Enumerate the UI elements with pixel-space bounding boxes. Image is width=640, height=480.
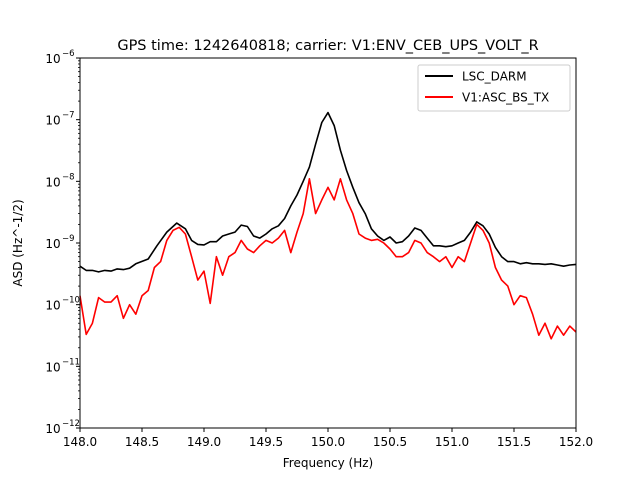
y-tick-label: 10 xyxy=(45,299,60,313)
series-line-v1-asc-bs-tx xyxy=(79,178,577,340)
x-axis: 148.0 148.5 149.0 149.5 150.0 150.5 151.0 151.5… xyxy=(63,428,593,449)
y-tick-label: 10 xyxy=(45,52,60,66)
x-tick-label: 151.5 xyxy=(497,435,531,449)
x-tick-label: 148.5 xyxy=(125,435,159,449)
y-tick-label: 10 xyxy=(45,360,60,374)
x-tick-label: 149.5 xyxy=(249,435,283,449)
y-tick-exponent: −10 xyxy=(62,296,80,306)
x-tick-label: 151.0 xyxy=(435,435,469,449)
y-tick-exponent: −7 xyxy=(62,111,75,121)
y-tick-exponent: −12 xyxy=(62,419,80,429)
legend-label-lsc-darm: LSC_DARM xyxy=(462,70,527,84)
x-tick-label: 148.0 xyxy=(63,435,97,449)
y-axis-label: ASD (Hz^-1/2) xyxy=(11,199,25,286)
chart-title: GPS time: 1242640818; carrier: V1:ENV_CE… xyxy=(117,38,538,54)
y-tick-exponent: −11 xyxy=(62,357,80,367)
x-axis-label: Frequency (Hz) xyxy=(283,456,374,470)
x-tick-label: 149.0 xyxy=(187,435,221,449)
plot-area xyxy=(79,111,577,340)
x-tick-label: 152.0 xyxy=(559,435,593,449)
x-tick-label: 150.5 xyxy=(373,435,407,449)
y-tick-label: 10 xyxy=(45,422,60,436)
y-tick-label: 10 xyxy=(45,114,60,128)
legend-box xyxy=(417,64,571,112)
y-tick-exponent: −8 xyxy=(62,172,75,182)
y-tick-label: 10 xyxy=(45,175,60,189)
legend-label-v1-asc-bs-tx: V1:ASC_BS_TX xyxy=(462,91,549,105)
y-tick-exponent: −6 xyxy=(62,49,75,59)
y-tick-exponent: −9 xyxy=(62,234,75,244)
series-line-lsc-darm xyxy=(79,111,577,273)
x-tick-label: 150.0 xyxy=(311,435,345,449)
y-tick-label: 10 xyxy=(45,237,60,251)
legend: LSC_DARM V1:ASC_BS_TX xyxy=(417,64,571,112)
